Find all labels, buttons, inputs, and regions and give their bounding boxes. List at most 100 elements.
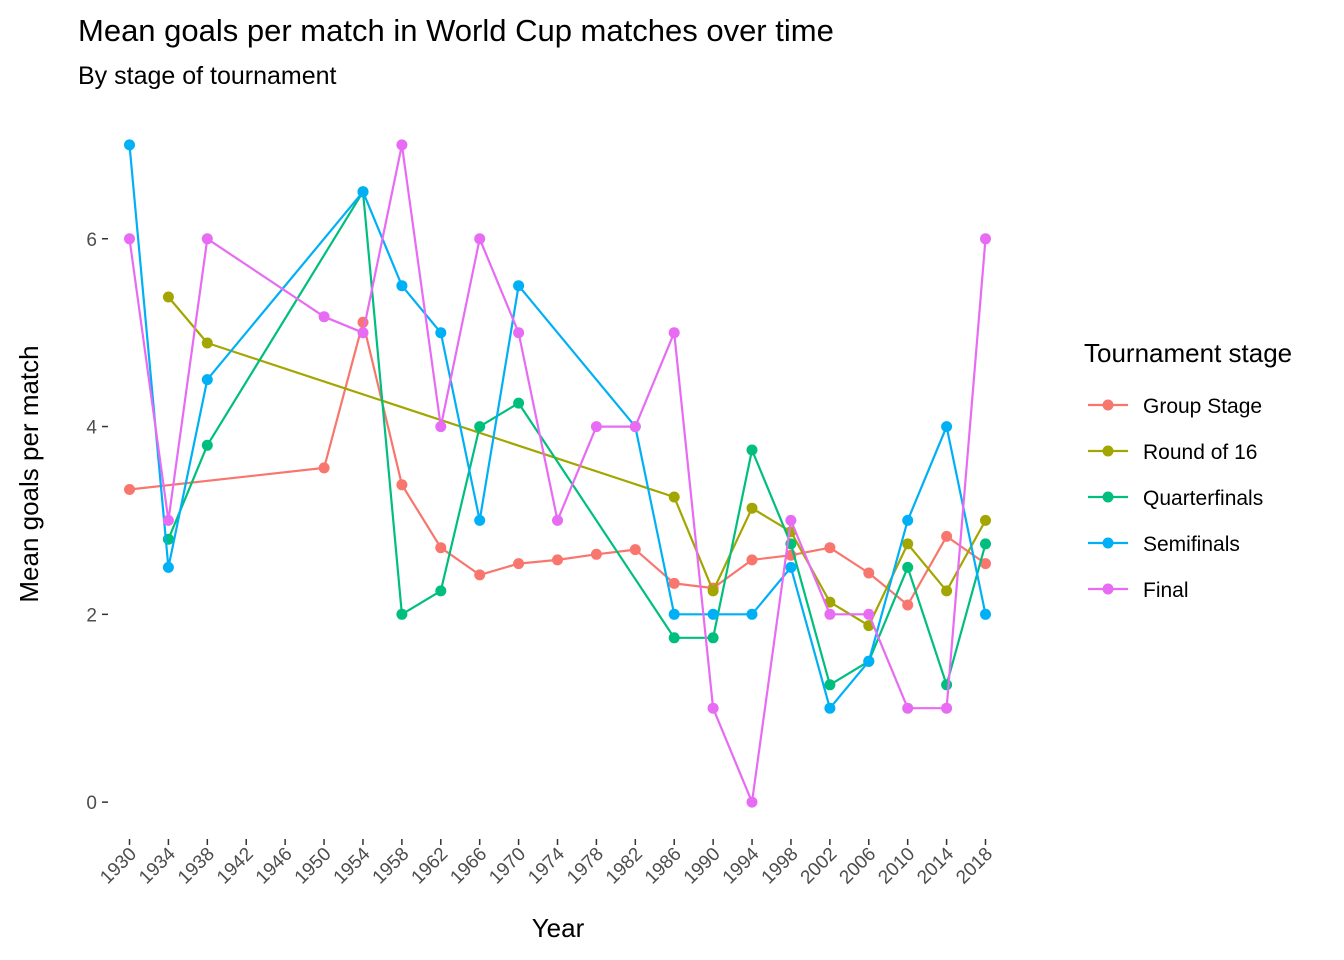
legend-item-group-stage: Group Stage (1088, 395, 1262, 418)
legend-key-point (1102, 583, 1114, 595)
x-tick-label: 1942 (213, 844, 258, 889)
legend-label: Round of 16 (1143, 441, 1257, 464)
data-point-round-of-16 (980, 514, 991, 526)
data-point-final (980, 233, 991, 245)
data-point-round-of-16 (707, 585, 719, 597)
legend-key-point (1102, 399, 1114, 411)
legend-key-point (1102, 445, 1114, 457)
y-tick-label: 2 (86, 605, 97, 626)
data-point-group-stage (396, 479, 408, 491)
series-line-quarterfinals (167, 190, 987, 686)
data-point-quarterfinals (668, 632, 680, 644)
x-tick-label: 2014 (913, 843, 958, 888)
x-tick-label: 1974 (524, 843, 569, 888)
x-tick-label: 1986 (641, 844, 686, 889)
x-tick-label: 1994 (719, 843, 764, 888)
x-tick-label: 2010 (874, 844, 919, 889)
x-tick-label: 1930 (96, 844, 141, 889)
legend-label: Semifinals (1143, 533, 1240, 556)
chart-title: Mean goals per match in World Cup matche… (78, 13, 834, 48)
x-tick-label: 1958 (369, 844, 414, 889)
x-tick-label: 2018 (952, 844, 997, 889)
legend-label: Quarterfinals (1143, 487, 1263, 510)
data-point-final (474, 233, 486, 245)
x-tick-label: 1946 (252, 844, 297, 889)
data-point-semifinals (201, 374, 213, 386)
legend-item-quarterfinals: Quarterfinals (1088, 487, 1263, 510)
data-point-quarterfinals (902, 561, 914, 573)
data-point-group-stage (746, 554, 758, 566)
legend-label: Group Stage (1143, 395, 1262, 418)
data-point-semifinals (435, 327, 447, 339)
data-point-group-stage (863, 567, 875, 579)
y-tick-label: 0 (86, 793, 97, 814)
legend-item-final: Final (1088, 579, 1189, 602)
data-point-quarterfinals (980, 538, 991, 550)
data-point-semifinals (980, 608, 991, 620)
x-axis: 1930193419381942194619501954195819621966… (96, 839, 997, 888)
data-point-round-of-16 (941, 585, 953, 597)
data-point-semifinals (162, 561, 174, 573)
legend-item-round-of-16: Round of 16 (1088, 441, 1257, 464)
data-point-final (824, 608, 836, 620)
data-point-semifinals (707, 608, 719, 620)
series-semifinals (124, 139, 991, 714)
legend-key-point (1102, 537, 1114, 549)
data-point-round-of-16 (746, 502, 758, 514)
x-tick-label: 1938 (174, 844, 219, 889)
series-line-round-of-16 (167, 296, 987, 627)
data-point-group-stage (513, 558, 525, 570)
data-point-group-stage (552, 554, 563, 566)
data-point-quarterfinals (746, 444, 758, 456)
x-tick-label: 1990 (680, 844, 725, 889)
data-point-final (435, 421, 447, 433)
x-tick-label: 1950 (291, 844, 336, 889)
data-point-final (668, 327, 680, 339)
y-tick-label: 4 (86, 418, 97, 439)
plot-series (124, 139, 991, 808)
series-final (124, 139, 991, 808)
data-point-semifinals (474, 514, 486, 526)
data-point-semifinals (902, 514, 914, 526)
data-point-group-stage (435, 542, 447, 554)
data-point-quarterfinals (707, 632, 719, 644)
data-point-final (318, 311, 330, 323)
data-point-quarterfinals (941, 679, 953, 691)
legend: Tournament stage Group Stage Round of 16 Q… (1084, 338, 1292, 602)
data-point-quarterfinals (474, 421, 486, 433)
x-tick-label: 2002 (797, 844, 842, 889)
data-point-final (629, 421, 641, 433)
data-point-quarterfinals (435, 585, 447, 597)
data-point-semifinals (863, 655, 875, 667)
data-point-quarterfinals (824, 679, 836, 691)
data-point-semifinals (824, 702, 836, 714)
series-line-semifinals (128, 144, 987, 710)
x-tick-label: 1970 (485, 844, 530, 889)
data-point-final (396, 139, 408, 151)
data-point-round-of-16 (668, 491, 680, 503)
data-point-semifinals (124, 139, 135, 151)
x-tick-label: 1962 (408, 844, 453, 889)
data-point-final (552, 514, 563, 526)
x-tick-label: 2006 (836, 844, 881, 889)
data-point-final (785, 514, 797, 526)
x-tick-label: 1978 (563, 844, 608, 889)
data-point-semifinals (396, 280, 408, 292)
data-point-final (707, 702, 719, 714)
data-point-final (162, 514, 174, 526)
legend-item-semifinals: Semifinals (1088, 533, 1240, 556)
data-point-semifinals (668, 608, 680, 620)
data-point-semifinals (357, 186, 369, 198)
x-tick-label: 1998 (758, 844, 803, 889)
data-point-final (513, 327, 525, 339)
legend-title: Tournament stage (1084, 338, 1292, 368)
data-point-semifinals (513, 280, 525, 292)
series-line-final (128, 143, 987, 804)
data-point-group-stage (590, 548, 602, 560)
series-round-of-16 (162, 291, 991, 632)
x-tick-label: 1934 (135, 843, 180, 888)
data-point-group-stage (824, 542, 836, 554)
data-point-group-stage (124, 484, 135, 495)
chart-subtitle: By stage of tournament (78, 62, 337, 90)
data-point-group-stage (980, 558, 991, 570)
